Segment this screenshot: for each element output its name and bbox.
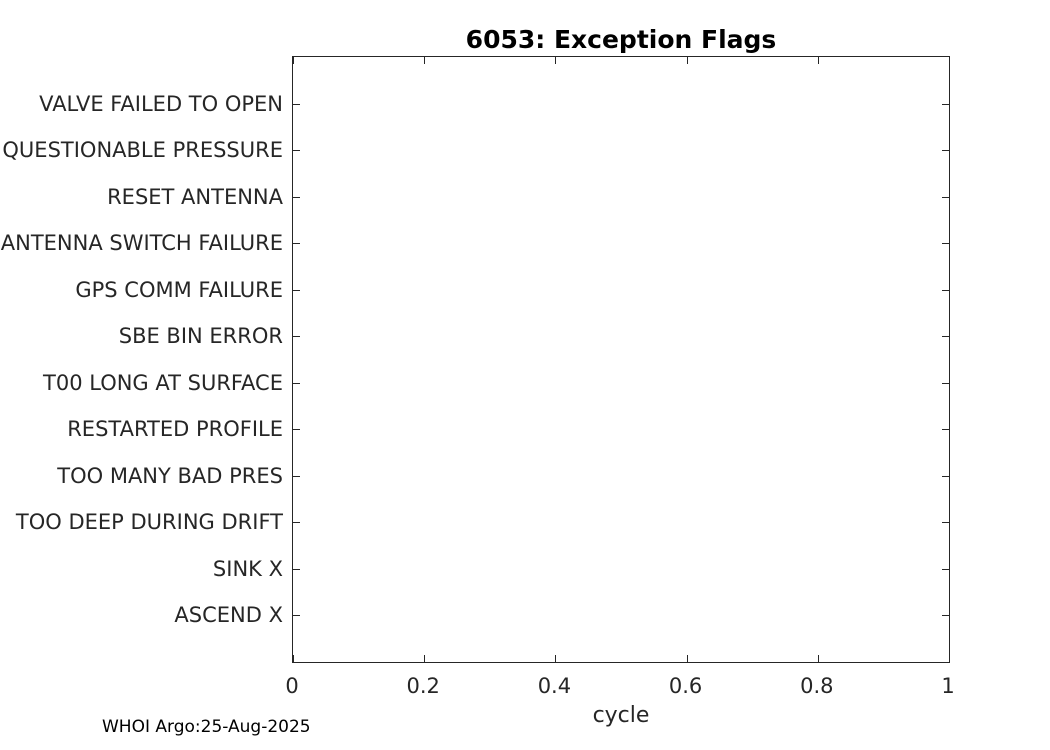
y-tick-right (942, 615, 949, 616)
y-tick-label: RESTARTED PROFILE (67, 417, 283, 442)
y-tick-label: TOO MANY BAD PRES (57, 463, 283, 488)
y-tick-label: T00 LONG AT SURFACE (43, 370, 283, 395)
y-tick-left (293, 150, 300, 151)
x-tick-label: 1 (941, 674, 955, 698)
y-tick-label: GPS COMM FAILURE (75, 277, 283, 302)
y-tick-left (293, 615, 300, 616)
y-tick-label: SINK X (212, 556, 283, 581)
x-tick-label: 0.8 (800, 674, 834, 698)
y-tick-left (293, 336, 300, 337)
y-tick-left (293, 104, 300, 105)
y-tick-left (293, 429, 300, 430)
x-tick-bottom (293, 655, 294, 662)
y-tick-label: ASCEND X (174, 603, 283, 628)
y-tick-right (942, 290, 949, 291)
x-tick-bottom (555, 655, 556, 662)
y-tick-right (942, 383, 949, 384)
chart-title: 6053: Exception Flags (465, 25, 777, 54)
y-tick-left (293, 243, 300, 244)
y-tick-right (942, 336, 949, 337)
y-tick-left (293, 197, 300, 198)
x-tick-bottom (424, 655, 425, 662)
y-tick-left (293, 476, 300, 477)
y-tick-label: SBE BIN ERROR (118, 324, 283, 349)
y-tick-label: ANTENNA SWITCH FAILURE (0, 231, 283, 256)
y-tick-right (942, 150, 949, 151)
x-tick-top (818, 57, 819, 64)
x-tick-label: 0.2 (406, 674, 440, 698)
y-tick-label: QUESTIONABLE PRESSURE (2, 138, 283, 163)
y-tick-left (293, 383, 300, 384)
footer-text: WHOI Argo:25-Aug-2025 (102, 717, 311, 737)
y-tick-right (942, 522, 949, 523)
x-tick-top (424, 57, 425, 64)
x-tick-label: 0 (285, 674, 299, 698)
y-tick-label: RESET ANTENNA (107, 184, 283, 209)
x-tick-bottom (818, 655, 819, 662)
y-tick-right (942, 243, 949, 244)
x-tick-top (555, 57, 556, 64)
plot-area (292, 56, 950, 663)
x-tick-top (293, 57, 294, 64)
x-tick-top (949, 57, 950, 64)
y-tick-right (942, 197, 949, 198)
x-tick-label: 0.6 (668, 674, 703, 698)
x-tick-bottom (949, 655, 950, 662)
y-tick-right (942, 569, 949, 570)
y-tick-label: VALVE FAILED TO OPEN (39, 91, 283, 116)
x-tick-bottom (687, 655, 688, 662)
y-tick-right (942, 104, 949, 105)
x-axis-label: cycle (592, 703, 650, 728)
y-tick-label: TOO DEEP DURING DRIFT (15, 510, 283, 535)
y-tick-left (293, 290, 300, 291)
y-tick-right (942, 476, 949, 477)
y-tick-left (293, 569, 300, 570)
x-tick-top (687, 57, 688, 64)
x-tick-label: 0.4 (537, 674, 572, 698)
y-tick-left (293, 522, 300, 523)
y-tick-right (942, 429, 949, 430)
